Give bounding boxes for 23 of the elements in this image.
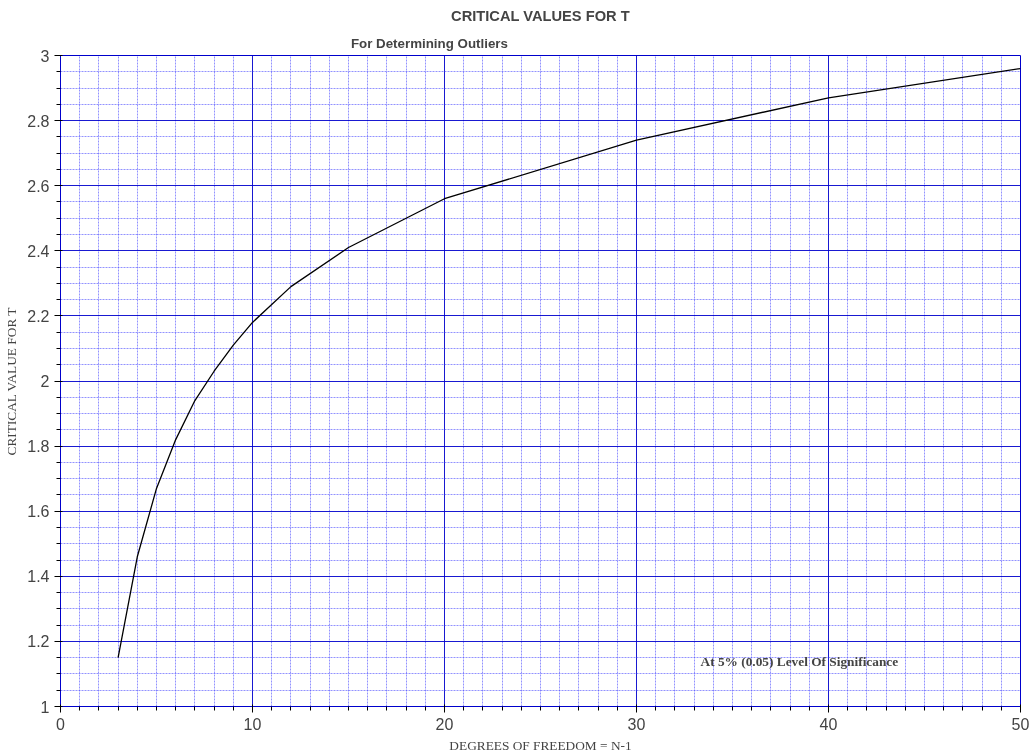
y-tick-label: 2.8 bbox=[27, 112, 50, 130]
y-tick-label: 2 bbox=[40, 373, 50, 390]
y-tick-label: 2.2 bbox=[27, 307, 50, 325]
y-tick-label: 1 bbox=[40, 698, 50, 716]
x-axis-title: DEGREES OF FREEDOM = N-1 bbox=[449, 737, 632, 753]
y-tick-label: 2.6 bbox=[27, 177, 50, 195]
x-tick-label: 0 bbox=[56, 715, 66, 733]
y-tick-label: 1.8 bbox=[27, 438, 50, 456]
y-tick-label: 3 bbox=[40, 47, 50, 65]
y-tick-label: 1.4 bbox=[27, 568, 50, 586]
x-tick-label: 50 bbox=[1011, 715, 1030, 733]
y-tick-label: 2.4 bbox=[27, 242, 50, 260]
x-tick-label: 20 bbox=[435, 715, 454, 733]
chart-subtitle: For Determining Outliers bbox=[350, 35, 508, 51]
x-tick-label: 10 bbox=[243, 715, 262, 733]
x-tick-label: 40 bbox=[819, 715, 838, 733]
y-tick-label: 1.2 bbox=[27, 633, 50, 651]
x-tick-label: 30 bbox=[627, 715, 646, 733]
line-series bbox=[117, 67, 1021, 659]
annotation: At 5% (0.05) Level Of Significance bbox=[700, 653, 899, 669]
y-axis-title: CRITICAL VALUE FOR T bbox=[4, 307, 20, 456]
y-tick-label: 1.6 bbox=[27, 503, 50, 521]
chart-title: CRITICAL VALUES FOR T bbox=[451, 7, 630, 24]
